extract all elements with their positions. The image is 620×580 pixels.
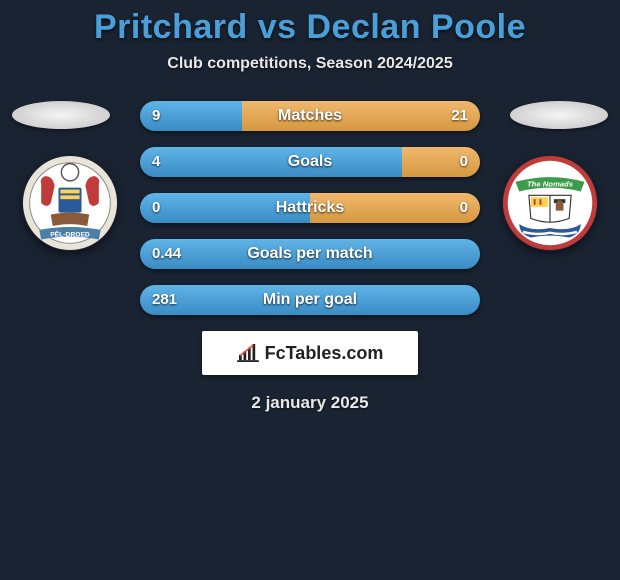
club-badge-right: The Nomads	[502, 155, 598, 251]
svg-text:PÊL-DROED: PÊL-DROED	[50, 230, 90, 239]
brand-text: FcTables.com	[265, 343, 384, 364]
stat-label: Min per goal	[140, 285, 480, 315]
bar-chart-icon	[237, 344, 259, 362]
bars-area: PÊL-DROED The Nomads 921Matches 40Goals 00…	[0, 101, 620, 315]
stat-row: 00Hattricks	[140, 193, 480, 223]
stat-label: Goals	[140, 147, 480, 177]
club-badge-left: PÊL-DROED	[22, 155, 118, 251]
comparison-title: Pritchard vs Declan Poole	[0, 8, 620, 47]
stat-row: 281Min per goal	[140, 285, 480, 315]
stat-label: Hattricks	[140, 193, 480, 223]
player-photo-placeholder-left	[12, 101, 110, 129]
stat-row: 0.44Goals per match	[140, 239, 480, 269]
stat-row: 40Goals	[140, 147, 480, 177]
stat-label: Matches	[140, 101, 480, 131]
comparison-subtitle: Club competitions, Season 2024/2025	[0, 55, 620, 73]
stat-label: Goals per match	[140, 239, 480, 269]
snapshot-date: 2 january 2025	[0, 393, 620, 413]
stat-row: 921Matches	[140, 101, 480, 131]
player-photo-placeholder-right	[510, 101, 608, 129]
stat-bars: 921Matches 40Goals 00Hattricks 0.44Goals pe…	[140, 101, 480, 315]
fctables-logo: FcTables.com	[202, 331, 418, 375]
svg-text:The Nomads: The Nomads	[527, 180, 573, 189]
